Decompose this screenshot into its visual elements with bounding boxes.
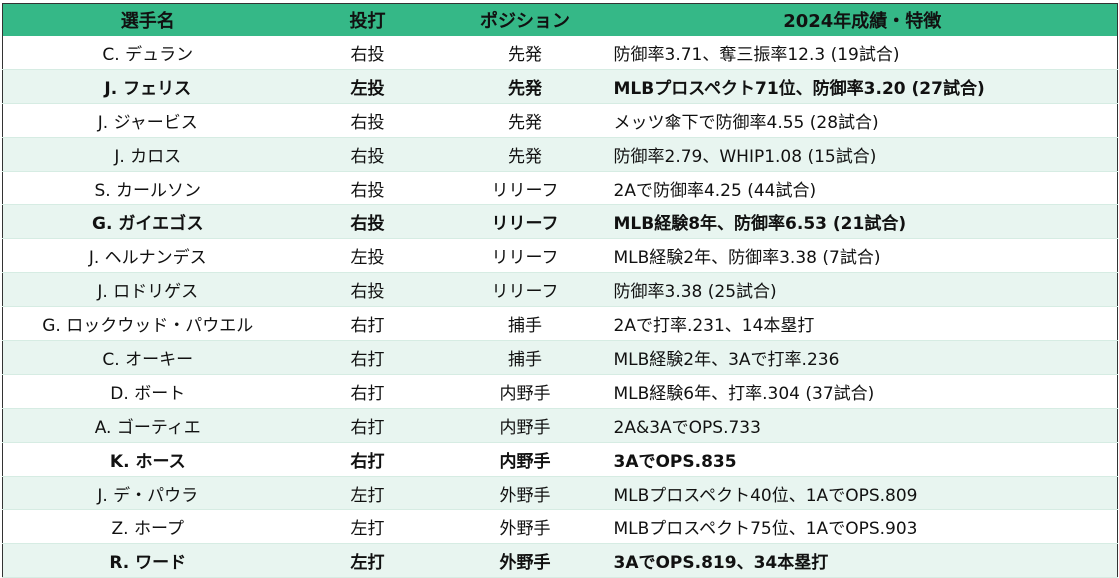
player-stats: MLBプロスペクト40位、1AでOPS.809	[607, 476, 1118, 510]
player-stats: 2A&3AでOPS.733	[607, 408, 1118, 443]
player-throw-bat: 左打	[292, 476, 443, 510]
table-row: J. カロス 右投 先発 防御率2.79、WHIP1.08 (15試合)	[2, 137, 1118, 172]
roster-table: 選手名 投打 ポジション 2024年成績・特徴 C. デュラン 右投 先発 防御…	[2, 3, 1118, 578]
player-stats: MLB経験2年、防御率3.38 (7試合)	[607, 238, 1118, 273]
player-name: D. ボート	[2, 374, 293, 409]
table-row: K. ホース 右打 内野手 3AでOPS.835	[2, 442, 1118, 477]
player-position: 外野手	[442, 543, 608, 578]
player-throw-bat: 右投	[292, 204, 443, 239]
player-name: G. ガイエゴス	[2, 204, 293, 239]
player-name: Z. ホープ	[2, 509, 293, 544]
player-stats: MLB経験8年、防御率6.53 (21試合)	[607, 204, 1118, 239]
player-stats: 防御率2.79、WHIP1.08 (15試合)	[607, 137, 1118, 172]
player-position: 捕手	[442, 340, 608, 375]
player-throw-bat: 右打	[292, 442, 443, 477]
player-throw-bat: 右打	[292, 306, 443, 341]
player-position: 外野手	[442, 476, 608, 510]
header-position: ポジション	[442, 3, 608, 36]
player-stats: MLBプロスペクト71位、防御率3.20 (27試合)	[607, 69, 1118, 104]
player-position: 先発	[442, 137, 608, 172]
player-position: 外野手	[442, 509, 608, 544]
player-position: 先発	[442, 36, 608, 70]
table-row: G. ロックウッド・パウエル 右打 捕手 2Aで打率.231、14本塁打	[2, 306, 1118, 341]
table-row: C. オーキー 右打 捕手 MLB経験2年、3Aで打率.236	[2, 340, 1118, 375]
player-position: 先発	[442, 69, 608, 104]
player-stats: 2Aで防御率4.25 (44試合)	[607, 171, 1118, 205]
player-throw-bat: 左投	[292, 69, 443, 104]
player-name: C. オーキー	[2, 340, 293, 375]
player-name: J. カロス	[2, 137, 293, 172]
player-position: リリーフ	[442, 204, 608, 239]
player-position: リリーフ	[442, 238, 608, 273]
table-row: C. デュラン 右投 先発 防御率3.71、奪三振率12.3 (19試合)	[2, 36, 1118, 70]
player-position: 内野手	[442, 408, 608, 443]
player-name: J. ジャービス	[2, 103, 293, 138]
header-stats: 2024年成績・特徴	[607, 3, 1118, 36]
player-name: R. ワード	[2, 543, 293, 578]
player-stats: MLB経験6年、打率.304 (37試合)	[607, 374, 1118, 409]
player-name: J. フェリス	[2, 69, 293, 104]
table-row: D. ボート 右打 内野手 MLB経験6年、打率.304 (37試合)	[2, 374, 1118, 409]
player-name: G. ロックウッド・パウエル	[2, 306, 293, 341]
player-throw-bat: 右投	[292, 137, 443, 172]
player-name: A. ゴーティエ	[2, 408, 293, 443]
player-throw-bat: 右投	[292, 36, 443, 70]
table-row: J. デ・パウラ 左打 外野手 MLBプロスペクト40位、1AでOPS.809	[2, 476, 1118, 510]
player-position: リリーフ	[442, 171, 608, 205]
table-row: G. ガイエゴス 右投 リリーフ MLB経験8年、防御率6.53 (21試合)	[2, 204, 1118, 239]
player-name: C. デュラン	[2, 36, 293, 70]
player-name: J. デ・パウラ	[2, 476, 293, 510]
header-name: 選手名	[2, 3, 293, 36]
player-name: J. ロドリゲス	[2, 272, 293, 307]
player-stats: 防御率3.38 (25試合)	[607, 272, 1118, 307]
player-position: 内野手	[442, 442, 608, 477]
table-row: S. カールソン 右投 リリーフ 2Aで防御率4.25 (44試合)	[2, 171, 1118, 205]
player-throw-bat: 右投	[292, 272, 443, 307]
player-position: 内野手	[442, 374, 608, 409]
player-throw-bat: 右打	[292, 408, 443, 443]
table-row: J. ヘルナンデス 左投 リリーフ MLB経験2年、防御率3.38 (7試合)	[2, 238, 1118, 273]
player-name: S. カールソン	[2, 171, 293, 205]
player-position: 捕手	[442, 306, 608, 341]
table-row: A. ゴーティエ 右打 内野手 2A&3AでOPS.733	[2, 408, 1118, 443]
player-stats: MLBプロスペクト75位、1AでOPS.903	[607, 509, 1118, 544]
table-header-row: 選手名 投打 ポジション 2024年成績・特徴	[2, 3, 1118, 36]
player-throw-bat: 右打	[292, 340, 443, 375]
player-throw-bat: 左投	[292, 238, 443, 273]
player-stats: 3AでOPS.819、34本塁打	[607, 543, 1118, 578]
table-body: C. デュラン 右投 先発 防御率3.71、奪三振率12.3 (19試合) J.…	[2, 36, 1118, 578]
player-throw-bat: 右打	[292, 374, 443, 409]
player-throw-bat: 左打	[292, 509, 443, 544]
player-name: K. ホース	[2, 442, 293, 477]
player-position: 先発	[442, 103, 608, 138]
player-stats: 2Aで打率.231、14本塁打	[607, 306, 1118, 341]
player-name: J. ヘルナンデス	[2, 238, 293, 273]
table-row: Z. ホープ 左打 外野手 MLBプロスペクト75位、1AでOPS.903	[2, 509, 1118, 544]
table-row: J. ロドリゲス 右投 リリーフ 防御率3.38 (25試合)	[2, 272, 1118, 307]
player-throw-bat: 右投	[292, 171, 443, 205]
player-stats: MLB経験2年、3Aで打率.236	[607, 340, 1118, 375]
table-row: J. フェリス 左投 先発 MLBプロスペクト71位、防御率3.20 (27試合…	[2, 69, 1118, 104]
player-stats: 防御率3.71、奪三振率12.3 (19試合)	[607, 36, 1118, 70]
table-row: R. ワード 左打 外野手 3AでOPS.819、34本塁打	[2, 543, 1118, 578]
player-stats: メッツ傘下で防御率4.55 (28試合)	[607, 103, 1118, 138]
player-throw-bat: 右投	[292, 103, 443, 138]
player-position: リリーフ	[442, 272, 608, 307]
player-throw-bat: 左打	[292, 543, 443, 578]
player-stats: 3AでOPS.835	[607, 442, 1118, 477]
table-row: J. ジャービス 右投 先発 メッツ傘下で防御率4.55 (28試合)	[2, 103, 1118, 138]
header-throw-bat: 投打	[292, 3, 443, 36]
